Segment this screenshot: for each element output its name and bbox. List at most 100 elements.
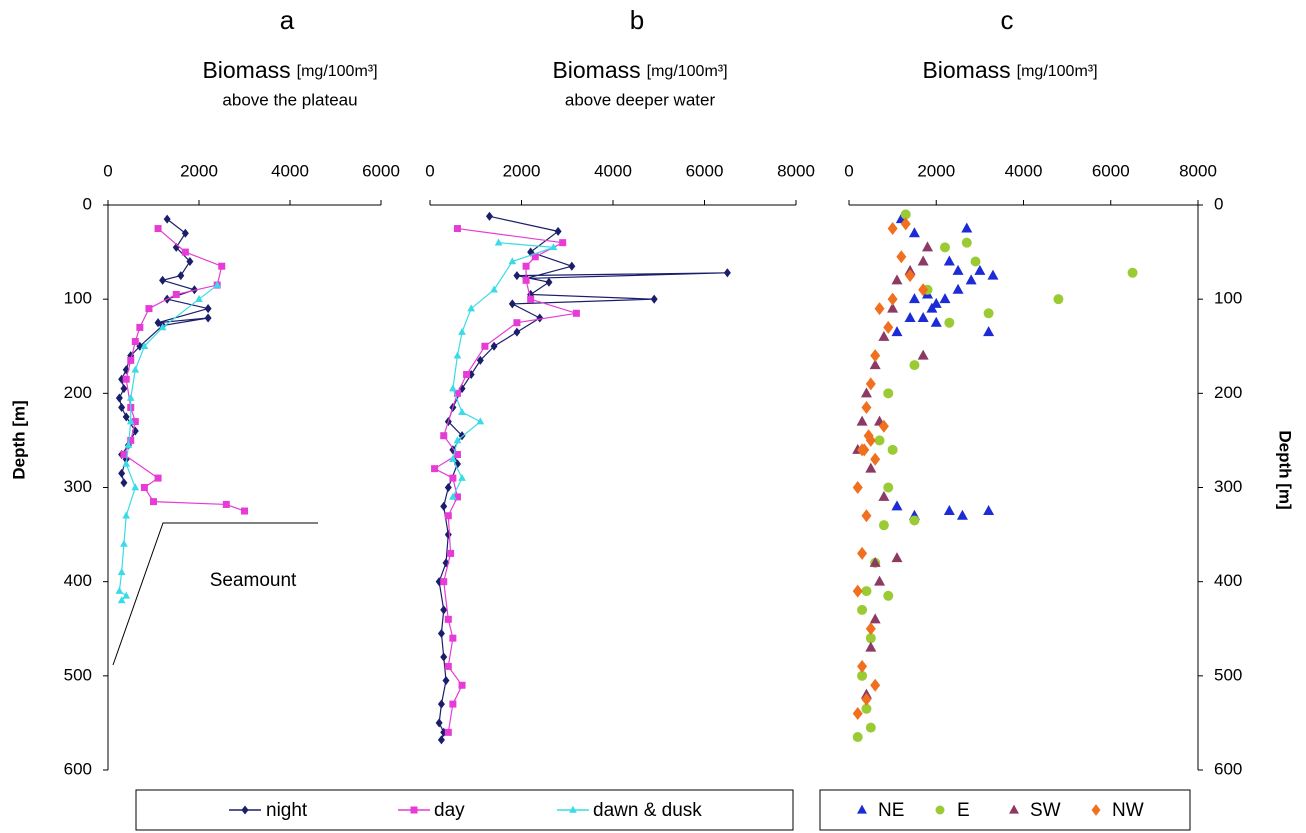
x-tick-label: 0 xyxy=(103,161,112,180)
data-point xyxy=(852,481,863,494)
data-point xyxy=(861,400,872,414)
data-point xyxy=(891,326,903,337)
x-tick-label: 6000 xyxy=(1092,161,1130,180)
data-point xyxy=(444,482,452,493)
data-point xyxy=(527,295,535,303)
data-point xyxy=(883,320,894,334)
legend-label: NW xyxy=(1112,800,1144,821)
data-point xyxy=(900,217,911,231)
data-point xyxy=(204,313,212,323)
data-point xyxy=(891,274,903,285)
x-tick-label: 2000 xyxy=(180,161,218,180)
legend-label: E xyxy=(957,800,970,821)
data-point xyxy=(481,342,489,350)
data-point xyxy=(513,271,521,281)
data-point xyxy=(952,264,964,275)
data-point xyxy=(181,228,189,238)
data-point xyxy=(861,586,872,597)
data-point xyxy=(554,226,562,236)
y-tick-label: 300 xyxy=(64,477,92,496)
data-point xyxy=(650,294,658,304)
data-point xyxy=(974,264,986,275)
data-point xyxy=(131,365,140,373)
data-point xyxy=(891,500,903,511)
data-point xyxy=(115,393,123,403)
data-point xyxy=(857,546,868,560)
x-tick-label: 8000 xyxy=(1179,161,1217,180)
data-point xyxy=(870,452,881,466)
data-point xyxy=(440,605,448,615)
data-point xyxy=(453,436,462,444)
y-tick-label: 0 xyxy=(83,194,92,213)
data-point xyxy=(453,351,462,359)
data-point xyxy=(444,615,452,623)
y-tick-label: 500 xyxy=(1214,665,1242,684)
data-point xyxy=(204,304,212,314)
data-point xyxy=(983,308,994,319)
data-point xyxy=(869,556,881,567)
data-point xyxy=(970,256,981,267)
data-point xyxy=(181,248,189,256)
data-point xyxy=(117,568,126,576)
data-point xyxy=(150,498,157,506)
data-point xyxy=(437,735,445,745)
data-point xyxy=(145,305,153,313)
title-text: Biomass xyxy=(552,57,640,83)
legend-box xyxy=(135,789,794,831)
data-point xyxy=(177,271,185,281)
data-point xyxy=(195,294,203,302)
data-point xyxy=(930,316,942,327)
data-point xyxy=(865,377,876,391)
data-point xyxy=(887,222,898,236)
data-point xyxy=(513,327,521,337)
data-point xyxy=(444,662,452,670)
data-point xyxy=(453,451,461,459)
data-point xyxy=(115,586,124,594)
data-point xyxy=(887,292,898,306)
data-point xyxy=(887,444,898,455)
data-point xyxy=(440,578,448,586)
x-tick-label: 2000 xyxy=(503,161,541,180)
data-point xyxy=(118,468,126,478)
data-point xyxy=(440,432,448,440)
data-point xyxy=(440,501,448,511)
data-point xyxy=(449,455,457,463)
data-point xyxy=(545,277,553,287)
legend-marker xyxy=(857,804,867,814)
data-point xyxy=(909,515,920,526)
data-point xyxy=(917,255,929,266)
data-point xyxy=(865,622,876,636)
data-point xyxy=(136,323,144,331)
data-point xyxy=(865,722,876,733)
data-point xyxy=(865,633,876,644)
data-point xyxy=(440,652,448,662)
data-point xyxy=(458,327,466,335)
panel-title: Biomass [mg/100m³] xyxy=(202,57,377,83)
data-point xyxy=(241,507,248,515)
data-point xyxy=(1127,267,1138,278)
data-point xyxy=(122,375,130,383)
data-point xyxy=(444,512,452,520)
data-point xyxy=(444,530,452,540)
data-point xyxy=(961,237,972,248)
data-point xyxy=(442,675,450,686)
x-tick-label: 4000 xyxy=(594,161,632,180)
legend-marker xyxy=(935,805,945,815)
x-tick-label: 6000 xyxy=(362,161,400,180)
x-tick-label: 8000 xyxy=(777,161,815,180)
data-point xyxy=(126,393,135,401)
panel-title: Biomass [mg/100m³] xyxy=(922,57,1097,83)
data-point xyxy=(908,227,920,238)
y-tick-label: 400 xyxy=(1214,571,1242,590)
data-point xyxy=(1053,294,1064,305)
data-point xyxy=(568,261,576,271)
data-point xyxy=(458,473,466,481)
data-point xyxy=(186,256,194,267)
data-point xyxy=(431,465,439,473)
data-point xyxy=(891,552,903,563)
data-point xyxy=(124,440,133,448)
legend-marker xyxy=(410,806,418,814)
data-point xyxy=(531,253,539,261)
data-point xyxy=(513,319,521,327)
data-point xyxy=(857,604,868,615)
